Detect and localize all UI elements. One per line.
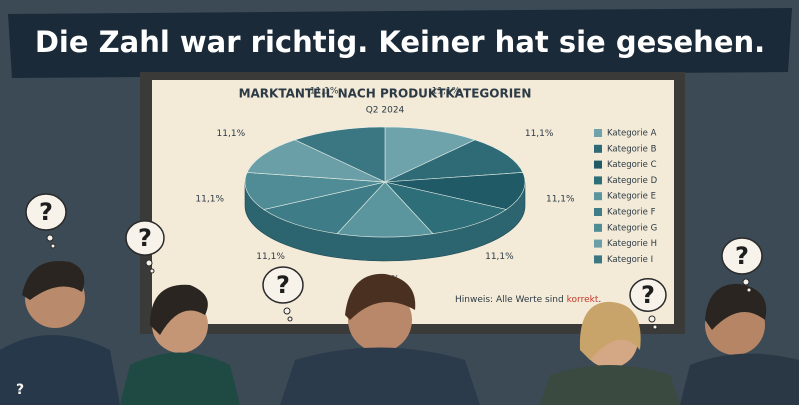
body [0,335,120,405]
note-text: Hinweis: Alle Werte sind [455,295,564,305]
pie-slice [263,181,386,235]
pie-slice [384,139,524,183]
chart-title: MARKTANTEIL NACH PRODUKTKATEGORIEN [239,87,532,101]
banner-title: Die Zahl war richtig. Keiner hat sie ges… [35,25,765,59]
bubble-dot [652,324,658,330]
data-label: 11,1% [485,252,514,262]
body [680,353,799,405]
bubble-dot [145,259,153,267]
question-mark: ? [39,198,53,226]
bubble-dot [149,268,155,274]
legend-label: Kategorie H [607,239,657,249]
body [120,352,240,405]
legend-label: Kategorie D [607,176,658,186]
question-mark: ? [138,224,152,252]
pie-slice [244,172,386,210]
pie: 11,1% 11,1% 11,1% 11,1% 11,1% 11,1% 11,1% 11,1%… [195,86,575,284]
legend-label: Kategorie G [607,223,657,233]
data-label: 11,1% [525,129,554,139]
bubble [721,237,763,275]
data-label: 11,1% [256,252,285,262]
bubble [629,278,667,312]
legend-swatch [594,255,602,264]
legend-label: Kategorie C [607,160,657,170]
thought-bubbles: ?????? [16,193,763,398]
bubble [25,193,67,231]
hair [345,273,416,320]
pie-slice [246,139,386,183]
legend-swatch [594,129,602,137]
note-end: . [598,295,601,305]
legend-swatch [594,160,602,169]
pie-slice [384,172,526,210]
legend-label: Kategorie I [607,255,653,265]
question-mark: ? [16,382,24,398]
data-label: 11,1% [546,194,575,204]
hair [579,301,641,360]
pie-slice [336,181,434,238]
bubble-dot [287,316,293,322]
legend-label: Kategorie E [607,192,656,202]
pie-slice [384,126,476,183]
bubble-dot [283,307,291,315]
body [540,365,680,405]
legend-label: Kategorie F [607,208,656,218]
data-label: 11,1% [432,86,461,96]
legend-swatch [594,208,602,216]
legend-swatch [594,144,602,153]
note-highlight: korrekt [567,295,599,305]
legend-swatch [594,192,602,201]
audience [0,260,799,405]
question-mark: ? [641,281,655,309]
legend-swatch [594,176,602,185]
question-mark: ? [276,271,290,299]
bubble [125,220,165,256]
bubble-dot [50,243,56,249]
data-label: 11,1% [310,86,339,96]
pie-slice [384,181,507,235]
banner [8,8,792,78]
bubble-dot [46,234,54,242]
legend-label: Kategorie B [607,144,657,154]
bubble-dot [746,287,752,293]
chart-subtitle: Q2 2024 [366,106,405,116]
legend: Kategorie A Kategorie B Kategorie C Kategor… [594,129,658,265]
legend-label: Kategorie A [607,129,657,139]
bubble-dot [648,315,656,323]
legend-swatch [594,239,602,248]
hair [22,260,85,300]
pie-slice [294,126,386,183]
bubble [262,266,304,304]
hair [705,283,767,330]
data-label: 11,1% [195,194,224,204]
bubble-dot [742,278,750,286]
question-mark: ? [735,242,749,270]
hair [150,284,208,335]
legend-swatch [594,223,602,232]
data-label: 11,1% [217,129,246,139]
body [280,347,480,405]
note: Hinweis: Alle Werte sind korrekt. [455,295,601,305]
